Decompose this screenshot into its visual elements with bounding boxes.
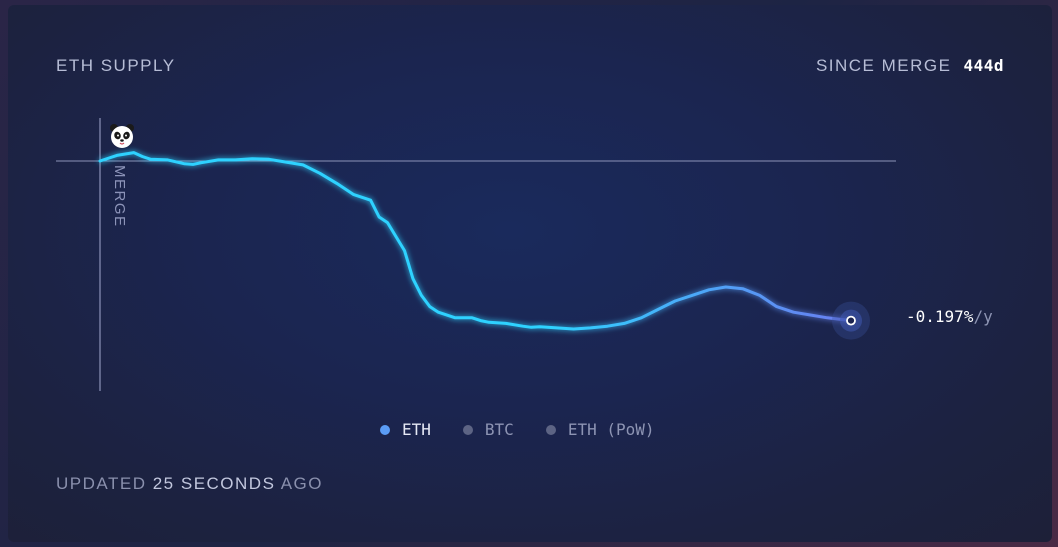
legend-label: ETH (PoW) (567, 420, 655, 439)
eth-supply-line (98, 151, 853, 331)
merge-marker-label: MERGE (111, 165, 128, 228)
since-merge-value: 444d (963, 56, 1004, 75)
updated-suffix: AGO (280, 474, 324, 493)
since-merge: SINCE MERGE 444d (816, 56, 1004, 76)
legend-label: ETH (402, 420, 431, 439)
eth-supply-card: ETH SUPPLY SINCE MERGE 444d MERGE (8, 5, 1052, 542)
legend-item-btc[interactable]: BTC (462, 420, 514, 439)
legend-item-eth-pow[interactable]: ETH (PoW) (545, 420, 655, 439)
legend-item-eth[interactable]: ETH (380, 420, 431, 439)
legend-dot-icon (545, 424, 556, 435)
chart-title: ETH SUPPLY (56, 56, 176, 75)
updated-amount: 25 SECONDS (152, 474, 276, 493)
end-value-label: -0.197%/y (906, 307, 993, 326)
updated-prefix: UPDATED (56, 474, 147, 493)
chart-legend: ETH BTC ETH (PoW) (380, 420, 655, 439)
supply-chart[interactable]: MERGE (8, 5, 1052, 542)
end-value: -0.197% (906, 307, 974, 326)
legend-dot-icon (462, 424, 473, 435)
end-value-unit: /y (973, 307, 993, 326)
end-point[interactable] (846, 315, 856, 326)
updated-timestamp: UPDATED 25 SECONDS AGO (56, 474, 323, 494)
legend-dot-icon (380, 424, 390, 435)
since-merge-label: SINCE MERGE (815, 56, 952, 75)
legend-label: BTC (484, 420, 514, 439)
panda-icon (110, 124, 134, 148)
